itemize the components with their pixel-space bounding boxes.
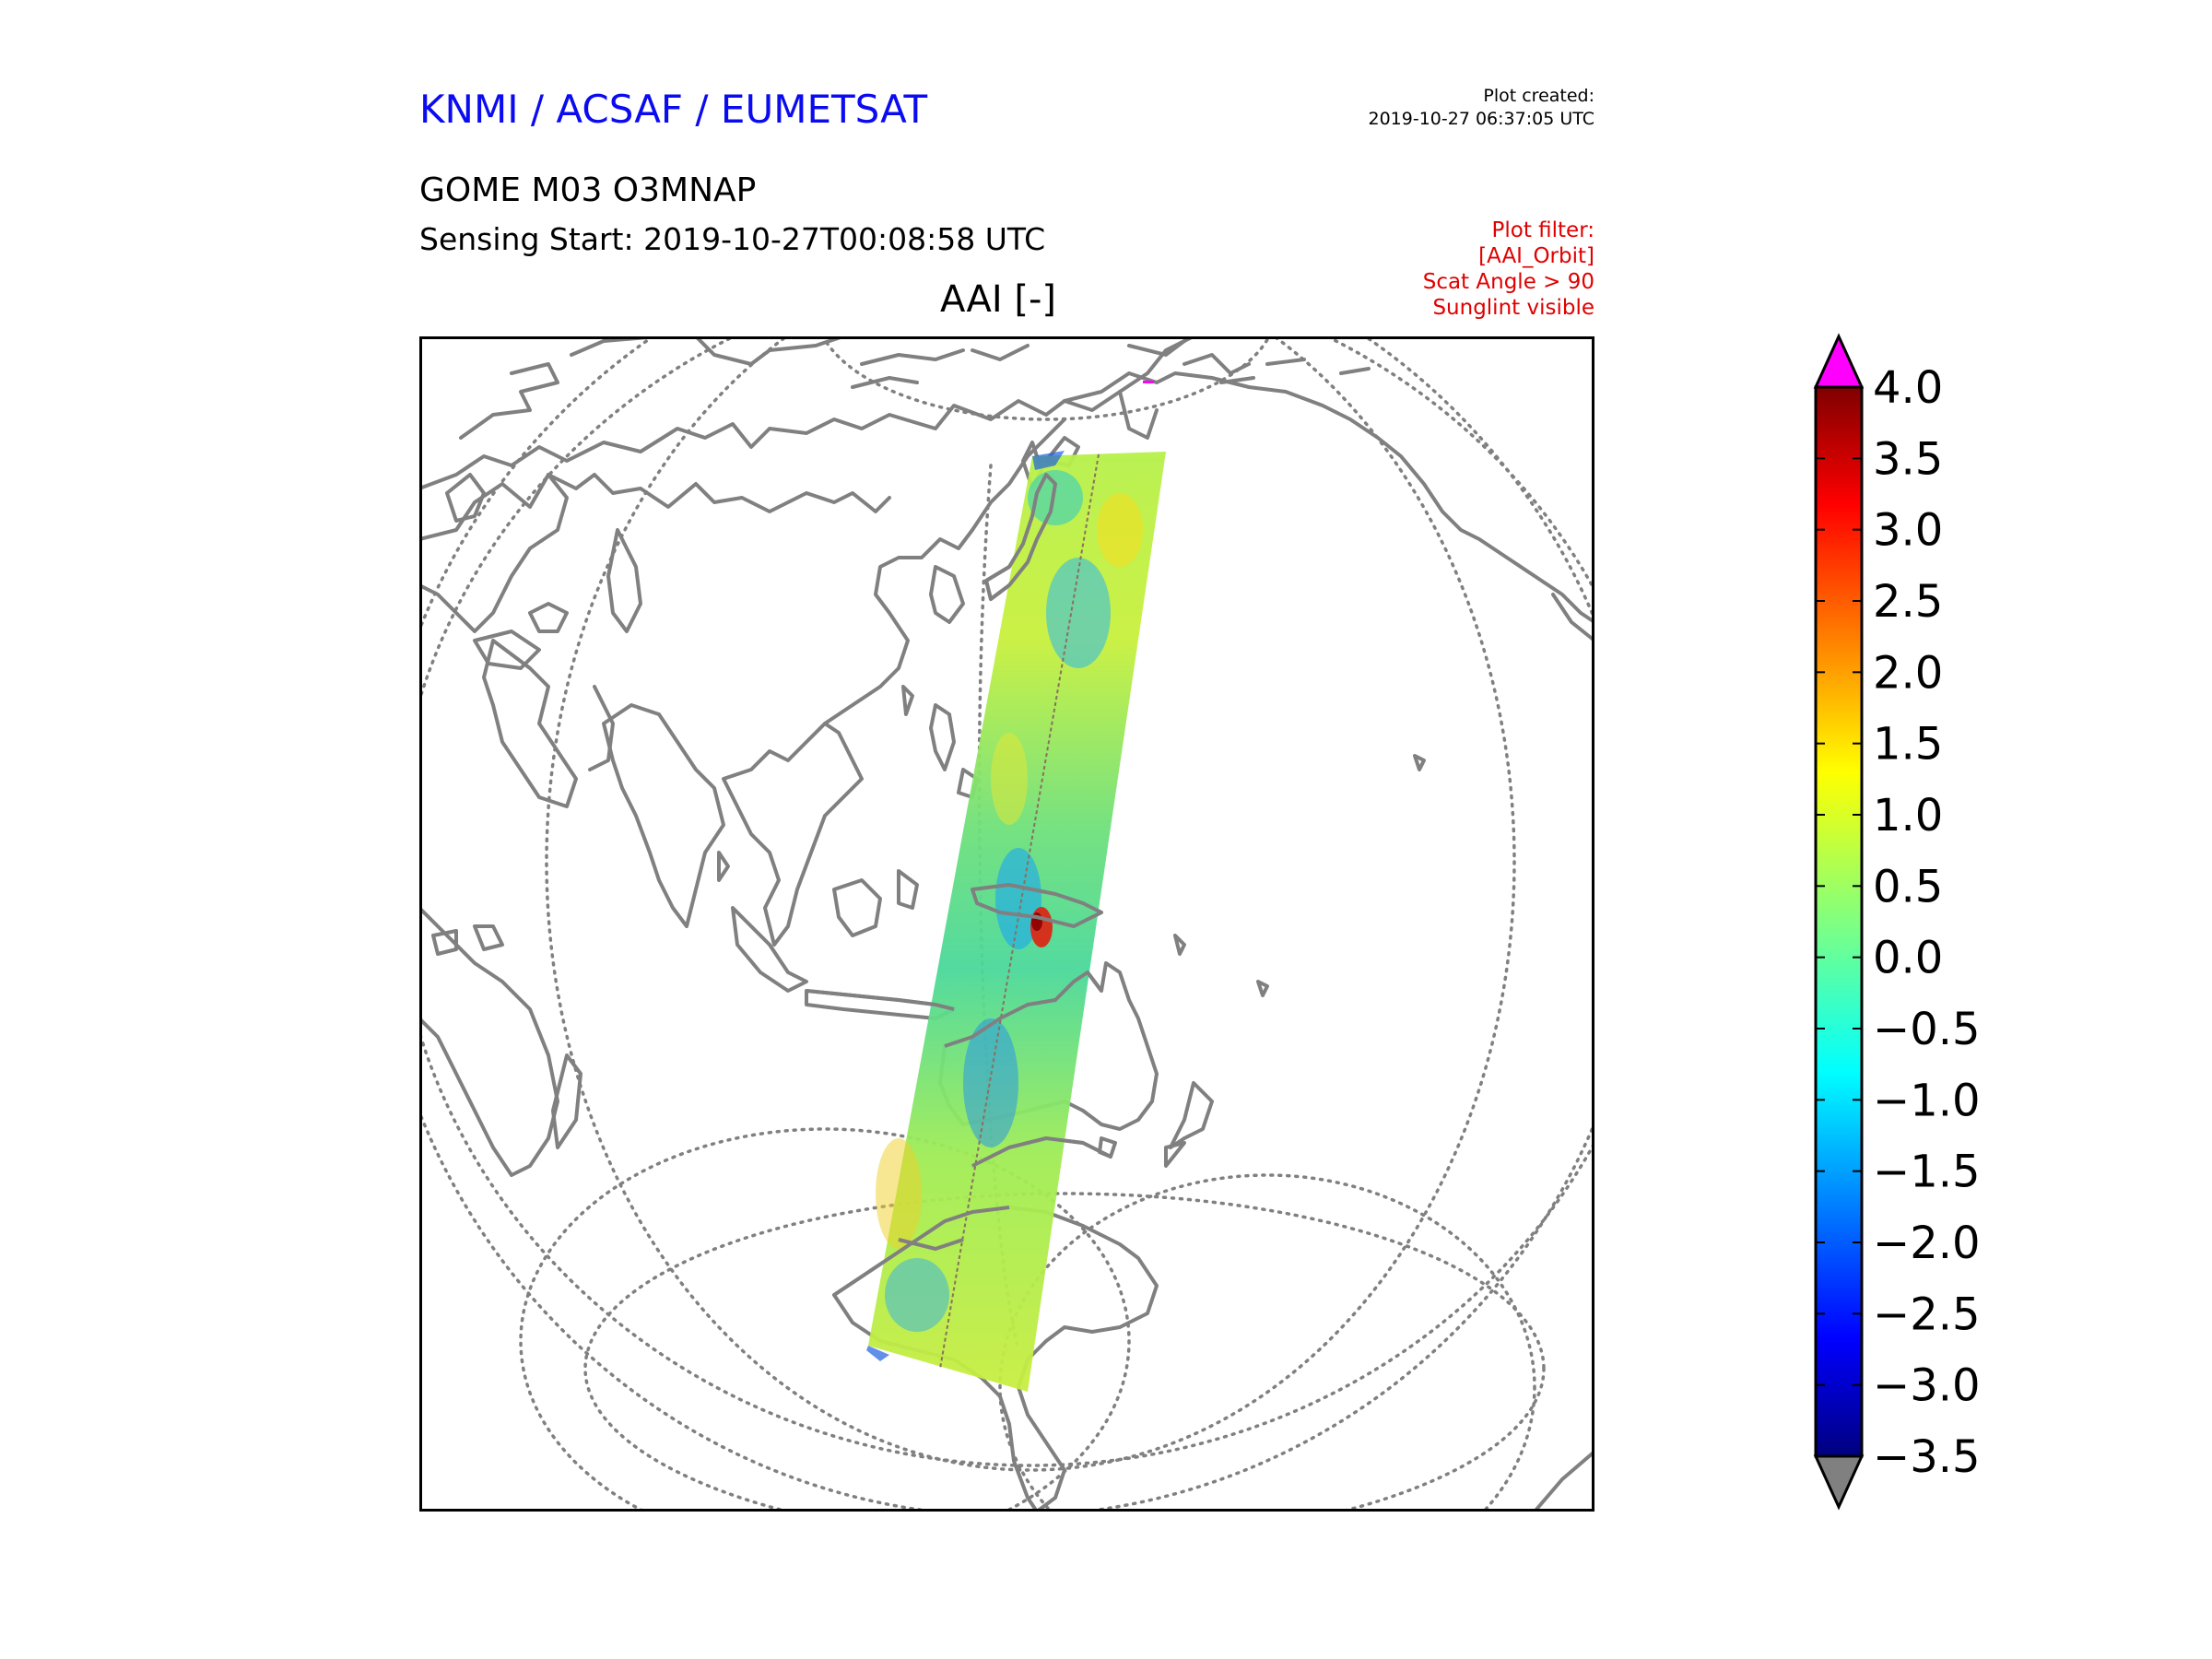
colorbar-tick-label: −0.5 [1873, 1004, 1981, 1055]
colorbar-tick-label: −2.0 [1873, 1218, 1981, 1269]
map-panel [419, 336, 1594, 1512]
colorbar-tick-label: 0.0 [1873, 933, 1943, 984]
graticule-circle [998, 1173, 1536, 1512]
colorbar-tick-label: −3.0 [1873, 1360, 1981, 1412]
plot-filter: Plot filter: [AAI_Orbit] Scat Angle > 90… [1423, 218, 1594, 321]
product-name: GOME M03 O3MNAP [419, 171, 757, 209]
filter-line: Scat Angle > 90 [1422, 270, 1594, 294]
graticule-circle [519, 1127, 1131, 1512]
colorbar-tick-label: 1.5 [1873, 719, 1943, 771]
colorbar: 4.0 3.5 3.0 2.5 2.0 1.5 1.0 0.5 0.0 −0.5 −1.0 −1.5 −… [1813, 333, 1981, 1511]
organization-title: KNMI / ACSAF / EUMETSAT [419, 87, 928, 132]
graticule-circle [419, 336, 1594, 1467]
colorbar-tick-label: −1.0 [1873, 1075, 1981, 1126]
plot-created-info: Plot created: 2019-10-27 06:37:05 UTC [1369, 85, 1595, 131]
map-border [419, 336, 1594, 1512]
colorbar-tick-label: 3.0 [1873, 505, 1943, 557]
colorbar-tick-label: −1.5 [1873, 1147, 1981, 1198]
swath-patch-high [876, 1138, 922, 1249]
colorbar-tick-label: 3.5 [1873, 433, 1943, 485]
swath-patch-high [1097, 493, 1143, 567]
aai-swath [866, 451, 1166, 1392]
coastlines-overlay [806, 473, 1112, 1297]
swath-patch-high [991, 733, 1028, 825]
colorbar-tick-label: −2.5 [1873, 1288, 1981, 1340]
swath-patch-low [885, 1258, 949, 1332]
colorbar-tick-label: 4.0 [1873, 362, 1943, 414]
colorbar-tick-label: 2.5 [1873, 576, 1943, 628]
colorbar-tick-label: 2.0 [1873, 647, 1943, 699]
graticule-circle [545, 336, 1516, 1472]
swath-edge [1032, 451, 1065, 470]
over-marker [1143, 381, 1154, 383]
graticule-circle [583, 1192, 1546, 1512]
colorbar-tick-label: 1.0 [1873, 790, 1943, 841]
variable-title: AAI [-] [940, 278, 1056, 321]
filter-line: Plot filter: [1491, 218, 1594, 242]
plot-created-label: Plot created: [1483, 86, 1594, 106]
swath-patch-low [1046, 558, 1111, 668]
graticule-circle [821, 336, 1271, 421]
swath-patch-low [995, 848, 1041, 949]
plot-created-value: 2019-10-27 06:37:05 UTC [1368, 109, 1595, 129]
colorbar-under-triangle [1813, 1454, 1865, 1511]
filter-line: Sunglint visible [1432, 296, 1594, 320]
filter-line: [AAI_Orbit] [1478, 244, 1594, 268]
sensing-start: Sensing Start: 2019-10-27T00:08:58 UTC [419, 221, 1046, 257]
swath-patch-low [963, 1018, 1018, 1147]
colorbar-over-triangle [1813, 333, 1865, 389]
colorbar-tick-label: −3.5 [1873, 1431, 1981, 1483]
colorbar-ramp [1814, 385, 1864, 1458]
colorbar-tick-label: 0.5 [1873, 861, 1943, 912]
swath-edge [866, 1346, 889, 1361]
